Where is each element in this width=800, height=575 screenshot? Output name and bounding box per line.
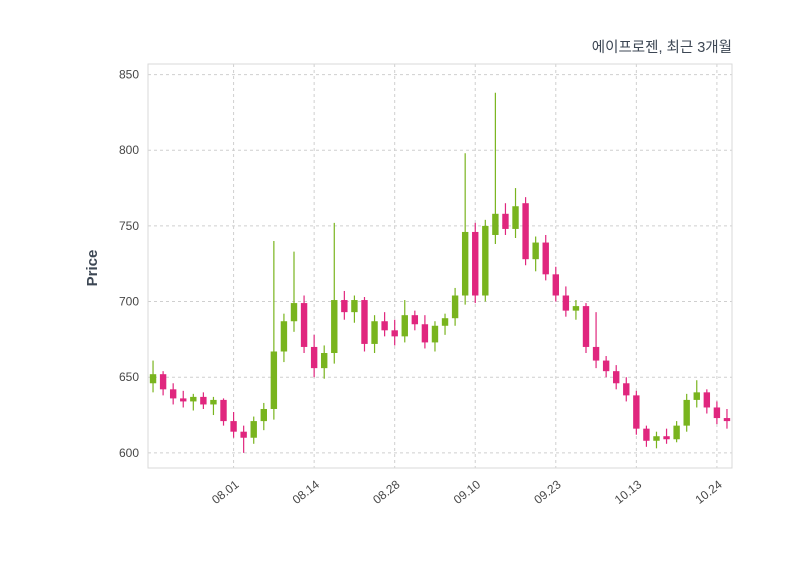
- x-tick-label: 09.23: [531, 477, 564, 507]
- candle-body: [169, 389, 177, 399]
- candle-body: [401, 315, 408, 337]
- candle-body: [713, 407, 721, 419]
- candle-body: [280, 321, 288, 352]
- candle-body: [502, 213, 509, 229]
- candle-body: [300, 303, 308, 347]
- candle-body: [180, 398, 187, 402]
- candle-body: [220, 399, 227, 422]
- candle-body: [623, 383, 630, 396]
- y-tick-label: 800: [119, 143, 139, 157]
- candle-body: [683, 399, 690, 426]
- candle-body: [331, 300, 338, 354]
- x-tick-labels: 08.01 08.14 08.28 09.10 09.23 10.13 10.24: [209, 477, 725, 507]
- candle-body: [230, 421, 237, 432]
- x-tick-label: 08.14: [290, 477, 323, 507]
- candle-body: [421, 324, 429, 343]
- candle-body: [149, 374, 157, 384]
- candle-body: [371, 321, 378, 344]
- candle-body: [159, 374, 167, 390]
- y-tick-label: 750: [119, 219, 139, 233]
- y-tick-labels: 600 650 700 750 800 850: [119, 68, 139, 460]
- candle-body: [663, 436, 670, 440]
- candle-body: [391, 330, 398, 337]
- candle-body: [592, 346, 600, 361]
- candle-body: [582, 306, 590, 347]
- candle-body: [673, 425, 680, 440]
- candle-body: [310, 346, 318, 369]
- candle-body: [542, 242, 549, 275]
- candle-body: [602, 360, 610, 372]
- candle-body: [653, 436, 660, 441]
- candle-body: [210, 399, 217, 405]
- candle-body: [250, 421, 257, 438]
- x-tick-label: 10.13: [612, 477, 645, 507]
- x-tick-label: 09.10: [451, 477, 484, 507]
- candle-body: [552, 274, 559, 296]
- candle-body: [643, 428, 650, 441]
- candle-body: [562, 295, 570, 311]
- candle-body: [411, 315, 419, 325]
- candle-body: [472, 231, 479, 296]
- y-axis-label: Price: [84, 250, 101, 287]
- candle-body: [572, 306, 580, 311]
- candle-body: [240, 431, 247, 438]
- grid-lines: [148, 64, 732, 468]
- candle-body: [613, 371, 620, 384]
- candle-body: [190, 396, 197, 402]
- candle-body: [723, 418, 731, 422]
- candle-body: [270, 351, 278, 409]
- x-tick-label: 10.24: [692, 477, 725, 507]
- candle-body: [703, 392, 711, 408]
- candle-body: [522, 203, 529, 260]
- candle-body: [461, 231, 469, 296]
- candle-body: [492, 213, 499, 235]
- candle-body: [361, 300, 368, 344]
- y-tick-label: 600: [119, 446, 139, 460]
- candle-body: [381, 321, 388, 331]
- candle-body: [482, 225, 489, 296]
- candle-body: [532, 242, 539, 260]
- y-tick-label: 700: [119, 295, 139, 309]
- candle-body: [260, 408, 267, 422]
- candle-body: [441, 318, 449, 326]
- candle-body: [321, 353, 328, 369]
- candle-body: [341, 300, 348, 313]
- x-tick-label: 08.28: [370, 477, 403, 507]
- candle-body: [351, 300, 358, 313]
- candle-body: [693, 392, 700, 400]
- plot-border: [147, 63, 733, 469]
- candles-group: [149, 92, 731, 453]
- candle-body: [431, 325, 439, 343]
- chart-title: 에이프로젠, 최근 3개월: [592, 39, 732, 56]
- y-tick-label: 650: [119, 370, 139, 384]
- candle-body: [200, 396, 207, 405]
- candle-body: [451, 295, 459, 319]
- y-tick-label: 850: [119, 68, 139, 82]
- candle-body: [633, 395, 640, 429]
- candle-body: [512, 206, 519, 229]
- x-tick-label: 08.01: [209, 477, 242, 507]
- candle-body: [290, 303, 298, 322]
